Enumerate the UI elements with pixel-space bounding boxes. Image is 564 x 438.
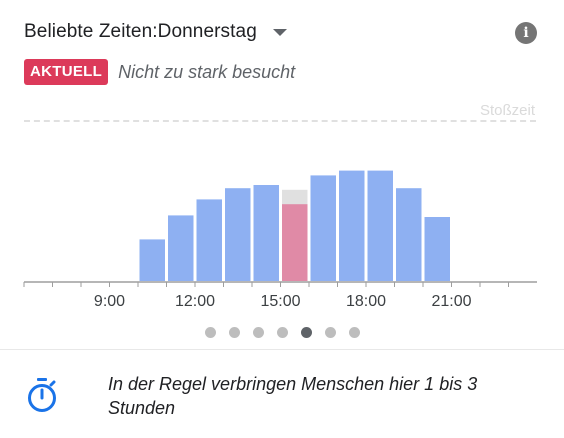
pager-dot[interactable] [252,327,264,338]
bar-hour-16[interactable] [310,175,337,281]
popular-times-header: Beliebte Zeiten: Donnerstag [24,17,287,47]
peak-line [24,120,536,122]
stopwatch-icon [28,378,56,412]
info-icon[interactable]: i [515,22,537,44]
selected-day: Donnerstag [157,21,257,42]
pager-dot[interactable] [204,327,216,338]
live-badge: AKTUELL [24,59,109,85]
bar-live-now[interactable] [282,204,308,281]
bar-hour-13[interactable] [225,188,251,281]
pager-dot[interactable] [276,327,288,338]
tick-label: 18:00 [346,293,386,310]
visit-duration-text: In der Regel verbringen Menschen hier 1 … [108,374,478,418]
tick-label: 21:00 [431,293,471,310]
pager-dot[interactable] [324,327,336,338]
pager-dot-active[interactable] [300,327,312,338]
dropdown-arrow-icon [272,28,287,36]
popular-times-title: Beliebte Zeiten: [24,21,158,42]
bar-hour-18[interactable] [367,170,394,281]
pager-dot[interactable] [348,327,360,338]
popular-times-chart: 9:00 12:00 15:00 18:00 21:00 [23,170,537,310]
bar-hour-10[interactable] [139,239,166,281]
bar-hour-11[interactable] [168,215,194,281]
tick-label: 9:00 [94,293,125,310]
tick-label: 15:00 [260,293,300,310]
live-status-text: Nicht zu stark besucht [118,61,296,82]
day-selector-dropdown[interactable]: Donnerstag [158,21,287,43]
peak-label: Stoßzeit [479,102,535,119]
bar-hour-14[interactable] [253,185,280,281]
bar-hour-12[interactable] [196,199,223,281]
tick-label: 12:00 [175,293,215,310]
bar-hour-20[interactable] [424,217,451,281]
bar-hour-19[interactable] [396,188,422,281]
pager-dot[interactable] [228,327,240,338]
chart-pager [0,327,564,338]
live-status-row: AKTUELL Nicht zu stark besucht [24,59,295,85]
bar-hour-17[interactable] [339,170,365,281]
divider [0,349,564,350]
